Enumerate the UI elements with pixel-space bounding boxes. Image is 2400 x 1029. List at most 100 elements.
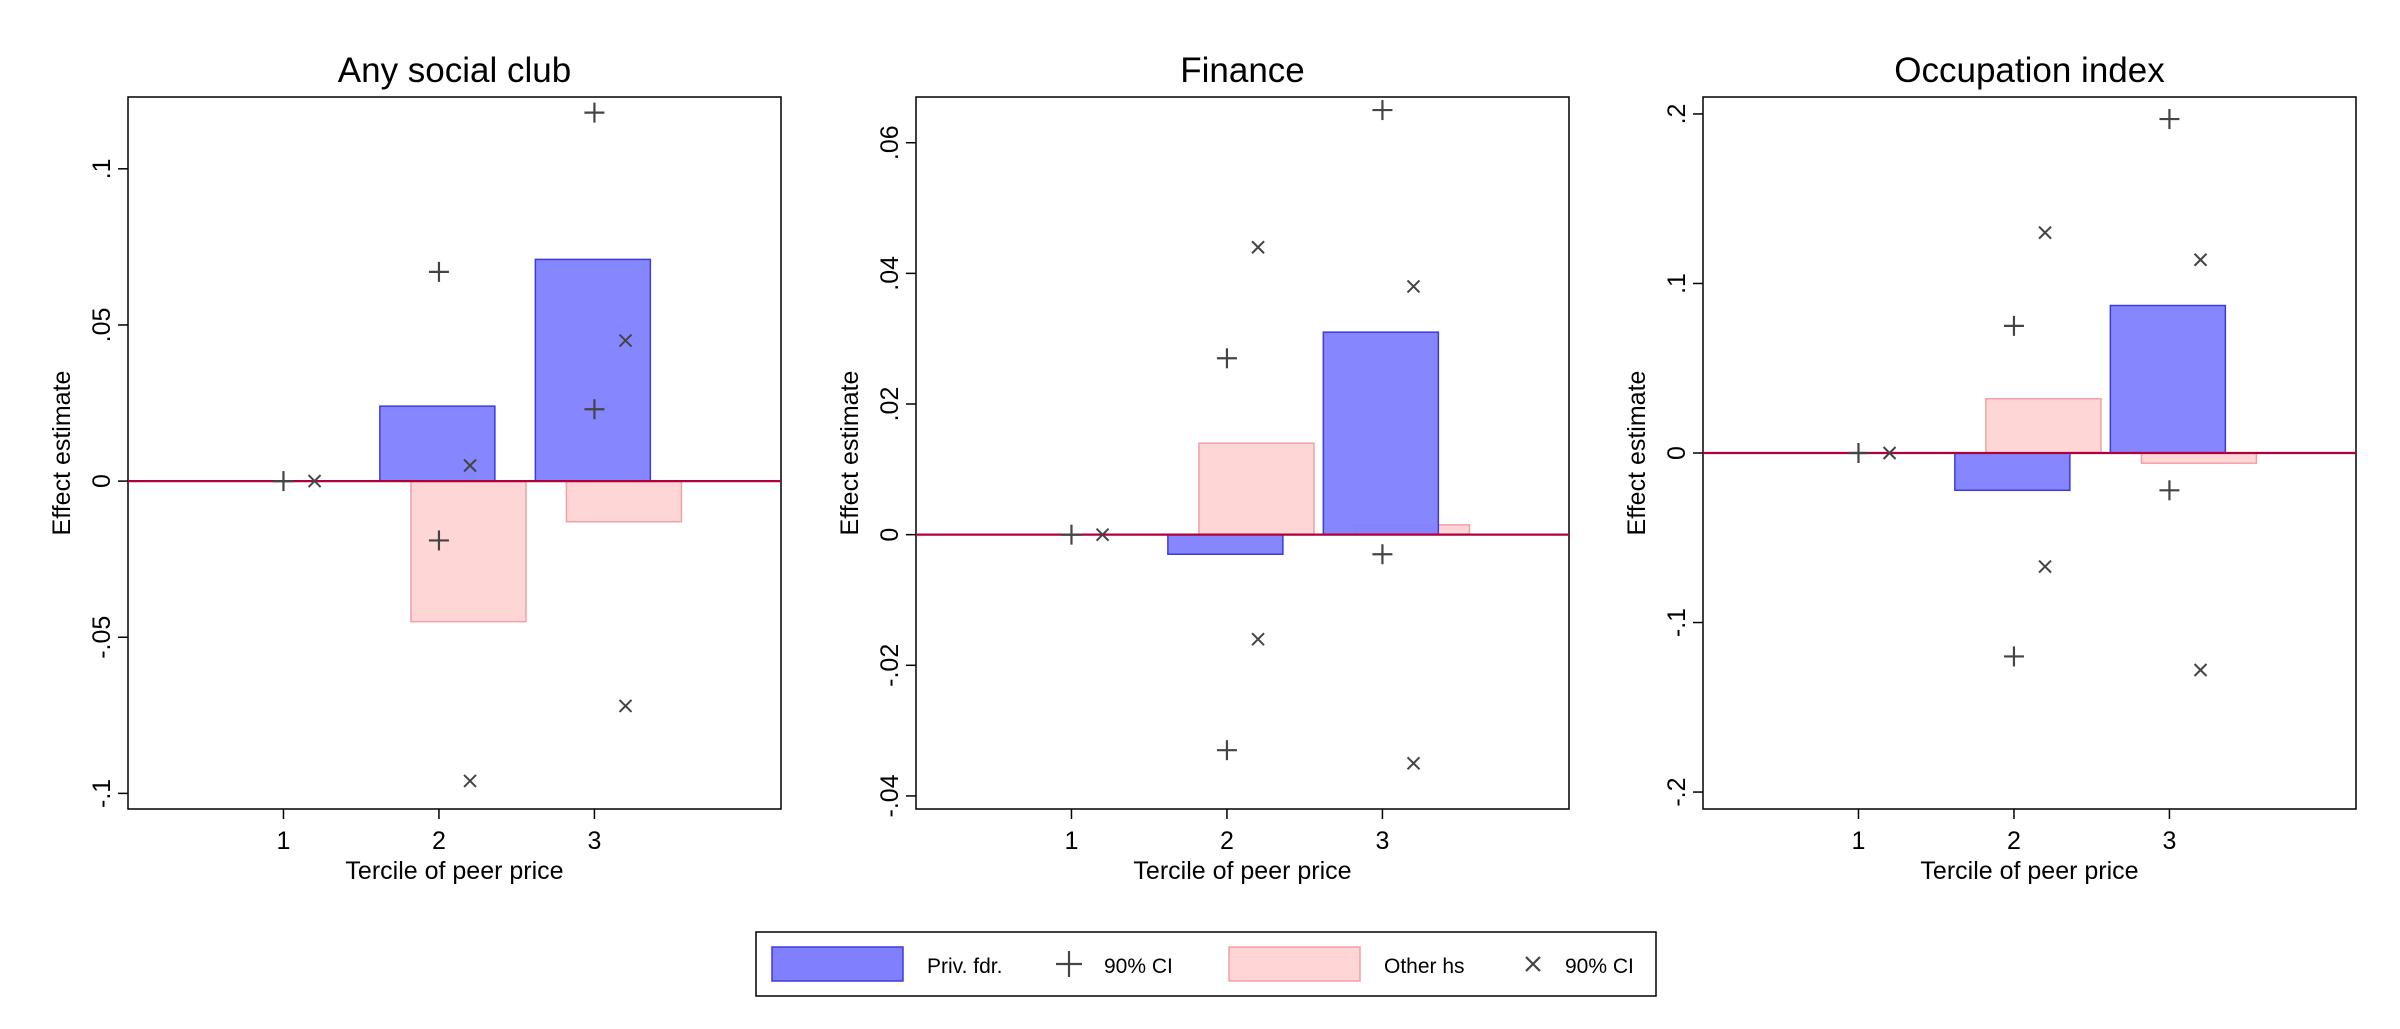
y-tick-label: -.02 [876, 644, 904, 687]
ci-x-b [1251, 240, 1265, 254]
x-tick-label: 1 [1065, 827, 1079, 855]
y-tick-label: -.1 [88, 779, 116, 808]
x-tick-label: 3 [2162, 827, 2176, 855]
ci-x-marker [618, 699, 633, 713]
ci-x-b [1406, 756, 1421, 770]
ci-x-b [463, 458, 477, 473]
bar-priv-fdr [379, 405, 496, 482]
ci-plus-marker [1372, 100, 1393, 121]
panel-title: Finance [1180, 51, 1305, 90]
ci-plus-marker [2159, 109, 2180, 130]
y-tick-label: .1 [1663, 273, 1691, 294]
ci-plus-marker [1848, 443, 1869, 463]
bar-priv-fdr [1167, 533, 1284, 555]
panel-title: Occupation index [1894, 51, 2165, 90]
bar-priv-fdr [1954, 452, 2071, 492]
legend-x-marker [1525, 956, 1541, 972]
legend-swatch-other [1228, 946, 1361, 982]
x-tick-label: 2 [1220, 827, 1234, 855]
x-axis-title: Tercile of peer price [1920, 857, 2138, 885]
ci-x-b [1251, 632, 1265, 646]
ci-plus-marker [1061, 524, 1082, 545]
bar-priv-fdr [2109, 304, 2227, 454]
ci-x-marker [1095, 527, 1110, 542]
ci-plus-marker [1216, 348, 1237, 369]
ci-x-marker [2038, 225, 2052, 240]
ci-x-b [1406, 279, 1421, 294]
panel-3: Occupation index -.2 -.1 0 .1 .2 1 2 3 Tercile of… [1623, 51, 2357, 885]
bar-priv-fdr [534, 258, 652, 482]
x-tick-label: 1 [1852, 827, 1866, 855]
ci-plus-marker [2159, 480, 2180, 501]
y-tick-label: -.04 [876, 774, 904, 817]
ci-x-b [1882, 446, 1897, 460]
chart-panels: Any social club -.1 -.05 0 .05 .1 1 2 3 Tercile o… [48, 51, 2357, 885]
y-axis-title: Effect estimate [1623, 371, 1651, 536]
ci-plus-marker [2003, 315, 2024, 336]
bar-other-hs [2140, 452, 2258, 464]
x-tick-label: 1 [277, 827, 291, 855]
y-tick-label: 0 [876, 528, 904, 542]
ci-x-b [1095, 527, 1110, 542]
ci-x-marker [463, 458, 477, 473]
ci-x-b [2038, 225, 2052, 240]
legend-swatch-priv [771, 946, 904, 982]
y-tick-label: .02 [876, 387, 904, 422]
ci-x-marker [2038, 559, 2052, 574]
y-tick-label: .05 [88, 308, 116, 343]
y-axis-title: Effect estimate [48, 371, 76, 536]
x-tick-label: 3 [1375, 827, 1389, 855]
ci-x-b [618, 333, 633, 348]
bar-other-hs [410, 480, 527, 623]
ci-x-marker [463, 774, 477, 788]
panel-title: Any social club [338, 51, 571, 90]
ci-plus-marker [584, 102, 605, 123]
ci-x-b [2193, 663, 2208, 677]
ci-plus-marker [428, 530, 449, 551]
bar-other-hs [1985, 398, 2102, 454]
ci-x-b [2038, 559, 2052, 574]
legend-label-priv-ci: 90% CI [1104, 955, 1173, 978]
ci-x-marker [2193, 253, 2208, 267]
bar-other-hs [565, 480, 683, 523]
ci-plus-marker [584, 399, 605, 420]
ci-x-marker [2193, 663, 2208, 677]
panel-1: Any social club -.1 -.05 0 .05 .1 1 2 3 Tercile o… [48, 51, 782, 885]
ci-x-marker [1251, 632, 1265, 646]
panel-2: Finance -.04 -.02 0 .02 .04 .06 1 2 3 Tercile of p… [836, 51, 1570, 885]
x-axis-title: Tercile of peer price [345, 857, 563, 885]
ci-x-b [463, 774, 477, 788]
y-tick-label: 0 [1663, 446, 1691, 460]
ci-x-b [307, 474, 322, 488]
ci-x-b [2193, 253, 2208, 267]
x-axis-title: Tercile of peer price [1133, 857, 1351, 885]
x-tick-label: 2 [432, 827, 446, 855]
legend: Priv. fdr. 90% CI Other hs 90% CI [755, 931, 1657, 997]
ci-plus-marker [273, 471, 294, 492]
y-tick-label: -.2 [1663, 777, 1691, 806]
legend-label-priv: Priv. fdr. [927, 955, 1002, 978]
ci-x-marker [1251, 240, 1265, 254]
y-axis-title: Effect estimate [836, 371, 864, 536]
bar-priv-fdr [1322, 331, 1440, 536]
legend-box [755, 931, 1657, 997]
y-tick-label: .1 [88, 158, 116, 179]
legend-label-other: Other hs [1384, 955, 1465, 978]
ci-x-marker [618, 333, 633, 348]
ci-x-marker [1406, 756, 1421, 770]
y-tick-label: .06 [876, 125, 904, 160]
y-tick-label: -.1 [1663, 608, 1691, 637]
legend-label-other-ci: 90% CI [1565, 955, 1634, 978]
y-tick-label: .04 [876, 256, 904, 291]
legend-plus-marker [1056, 951, 1082, 977]
ci-x-b [618, 699, 633, 713]
ci-x-marker [307, 474, 322, 488]
bar-other-hs [1198, 442, 1315, 536]
ci-x-marker [1406, 279, 1421, 294]
ci-x-marker [1882, 446, 1897, 460]
ci-plus-marker [1216, 740, 1237, 761]
x-tick-label: 3 [587, 827, 601, 855]
x-tick-label: 2 [2007, 827, 2021, 855]
ci-plus-marker [428, 261, 449, 282]
